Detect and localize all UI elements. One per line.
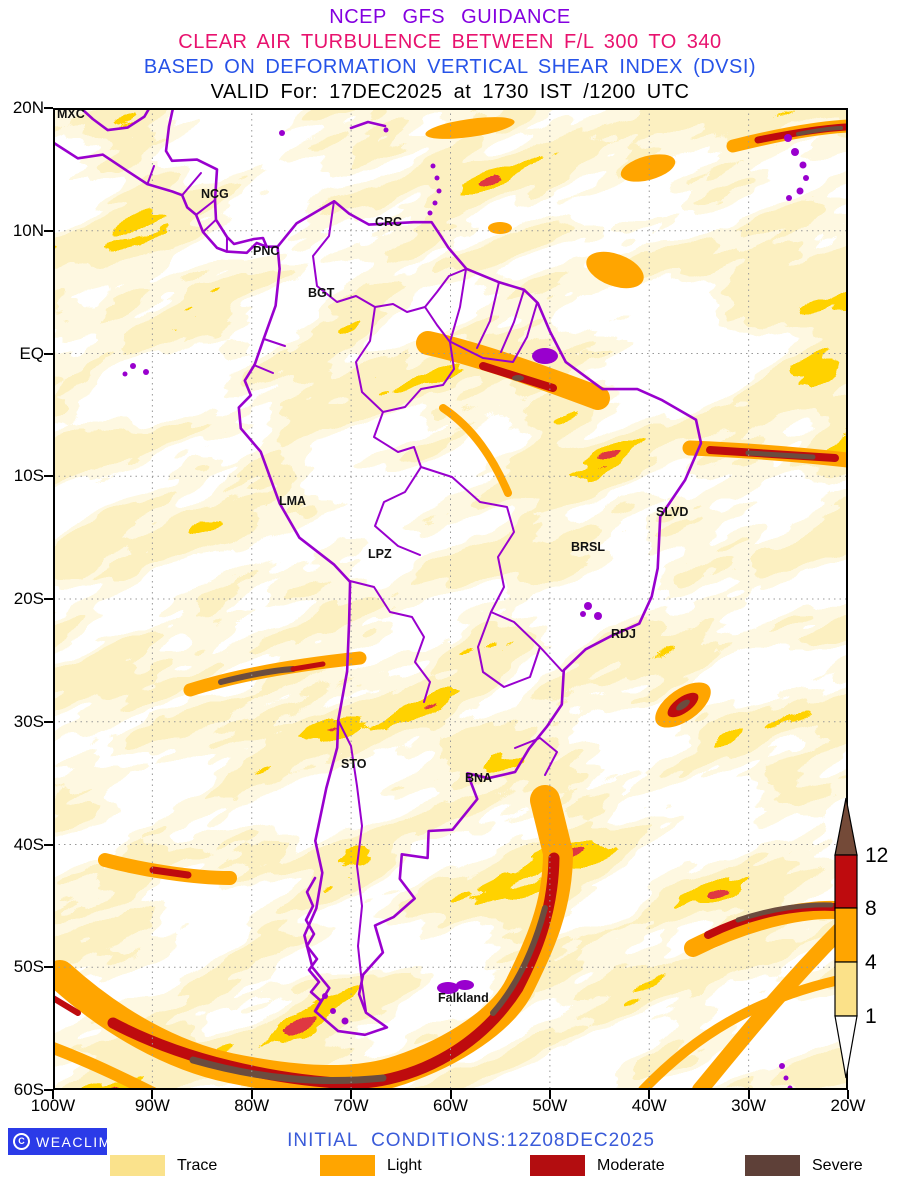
city-label-pnc: PNC — [253, 244, 279, 258]
legend-item-severe: Severe — [745, 1155, 863, 1176]
city-label-sto: STO — [341, 757, 367, 771]
turbulence-patches — [425, 117, 711, 728]
city-label-lma: LMA — [279, 494, 306, 508]
islands — [122, 127, 809, 1090]
city-label-ncg: NCG — [201, 187, 229, 201]
x-axis-label-90w: 90W — [134, 1096, 170, 1115]
colorbar-trace-segment — [834, 961, 858, 1017]
x-axis-tick — [350, 1090, 353, 1099]
colorbar-light-segment — [834, 907, 858, 963]
city-label-brsl: BRSL — [571, 540, 605, 554]
map-frame — [53, 108, 848, 1090]
y-axis-label-10n: 10N — [12, 220, 44, 240]
y-axis-tick — [44, 1089, 53, 1091]
x-axis-tick — [548, 1090, 551, 1099]
legend-label-moderate: Moderate — [597, 1156, 665, 1174]
legend-swatch-trace — [110, 1155, 165, 1176]
turbulence-legend: Trace Light Moderate Severe — [0, 1155, 900, 1185]
x-axis-tick — [847, 1090, 849, 1099]
x-axis-label-70w: 70W — [333, 1096, 369, 1115]
legend-item-trace: Trace — [110, 1155, 217, 1176]
turbulence-shading: MXC NCG CRC PNC BGT LMA LPZ BRSL SLVD RDJ STO BNA Fa… — [53, 108, 848, 1090]
legend-label-light: Light — [387, 1156, 422, 1174]
x-axis-tick — [52, 1090, 54, 1099]
turbulence-map: MXC NCG CRC PNC BGT LMA LPZ BRSL SLVD RDJ STO BNA Fa… — [53, 108, 848, 1090]
y-axis-tick — [44, 598, 53, 600]
city-label-falkland: Falkland — [438, 991, 489, 1005]
y-axis-label-60s: 60S — [13, 1080, 44, 1099]
x-axis-label-80w: 80W — [234, 1096, 270, 1115]
weaclim-logo: C WEACLIM — [8, 1128, 110, 1155]
x-axis-tick — [747, 1090, 750, 1099]
weaclim-logo-icon: C — [13, 1133, 30, 1150]
colorbar-tick-4: 4 — [865, 951, 877, 974]
y-axis-tick — [44, 720, 53, 723]
city-label-rdj: RDJ — [611, 627, 636, 641]
colorbar-severe-segment — [834, 797, 858, 856]
y-axis-label-50s: 50S — [13, 957, 44, 977]
legend-swatch-moderate — [530, 1155, 585, 1176]
city-label-bna: BNA — [465, 771, 492, 785]
x-axis-label-30w: 30W — [731, 1096, 767, 1115]
x-axis-tick — [250, 1090, 253, 1099]
y-axis-label-20n: 20N — [12, 98, 44, 117]
legend-label-trace: Trace — [177, 1156, 218, 1174]
x-axis-label-40w: 40W — [631, 1096, 667, 1115]
city-label-slvd: SLVD — [656, 505, 688, 519]
product-title: NCEP GFS GUIDANCE — [329, 6, 571, 28]
weaclim-logo-text: WEACLIM — [36, 1133, 112, 1150]
x-axis-label-100w: 100W — [30, 1096, 76, 1115]
y-axis-tick — [44, 843, 53, 846]
country-borders — [146, 165, 563, 1012]
x-axis-label-50w: 50W — [532, 1096, 568, 1115]
title-block: NCEP GFS GUIDANCE CLEAR AIR TURBULENCE B… — [0, 5, 900, 105]
legend-item-moderate: Moderate — [530, 1155, 665, 1176]
city-label-bgt: BGT — [308, 286, 335, 300]
x-axis-tick — [648, 1090, 651, 1099]
city-label-mxc: MXC — [57, 108, 85, 121]
turbulence-streaks — [53, 119, 848, 1090]
y-axis-tick — [44, 475, 53, 478]
initial-conditions: INITIAL CONDITIONS:12Z08DEC2025 — [287, 1130, 655, 1151]
y-axis-label-30s: 30S — [13, 711, 44, 731]
x-axis-tick — [449, 1090, 452, 1099]
y-axis-label-10s: 10S — [13, 466, 44, 486]
colorbar-tick-8: 8 — [865, 897, 877, 920]
legend-swatch-severe — [745, 1155, 800, 1176]
y-axis-tick — [44, 966, 53, 969]
x-axis-tick — [151, 1090, 154, 1099]
colorbar: 12 8 4 1 — [834, 797, 888, 1079]
city-label-lpz: LPZ — [368, 547, 392, 561]
y-axis-label-40s: 40S — [13, 834, 44, 854]
y-axis-label-20s: 20S — [13, 589, 44, 608]
x-axis-label-20w: 20W — [830, 1096, 866, 1115]
city-label-crc: CRC — [375, 215, 402, 229]
colorbar-tick-1: 1 — [865, 1005, 877, 1028]
method-title: BASED ON DEFORMATION VERTICAL SHEAR INDE… — [143, 56, 757, 78]
legend-label-severe: Severe — [812, 1156, 863, 1174]
legend-swatch-light — [320, 1155, 375, 1176]
coastlines — [53, 108, 703, 1037]
y-axis-tick — [44, 352, 53, 355]
y-axis-tick — [44, 107, 53, 109]
colorbar-tick-12: 12 — [865, 844, 888, 867]
city-labels: MXC NCG CRC PNC BGT LMA LPZ BRSL SLVD RDJ STO BNA Fa… — [57, 108, 688, 1005]
y-axis-label-eq: EQ — [19, 343, 44, 363]
parameter-title: CLEAR AIR TURBULENCE BETWEEN F/L 300 TO … — [178, 31, 722, 53]
y-axis-tick — [44, 229, 53, 232]
legend-item-light: Light — [320, 1155, 422, 1176]
colorbar-below-segment — [834, 1015, 858, 1079]
x-axis-label-60w: 60W — [433, 1096, 468, 1115]
valid-time-title: VALID For: 17DEC2025 at 1730 IST /1200 U… — [210, 81, 690, 103]
colorbar-moderate-segment — [834, 854, 858, 909]
